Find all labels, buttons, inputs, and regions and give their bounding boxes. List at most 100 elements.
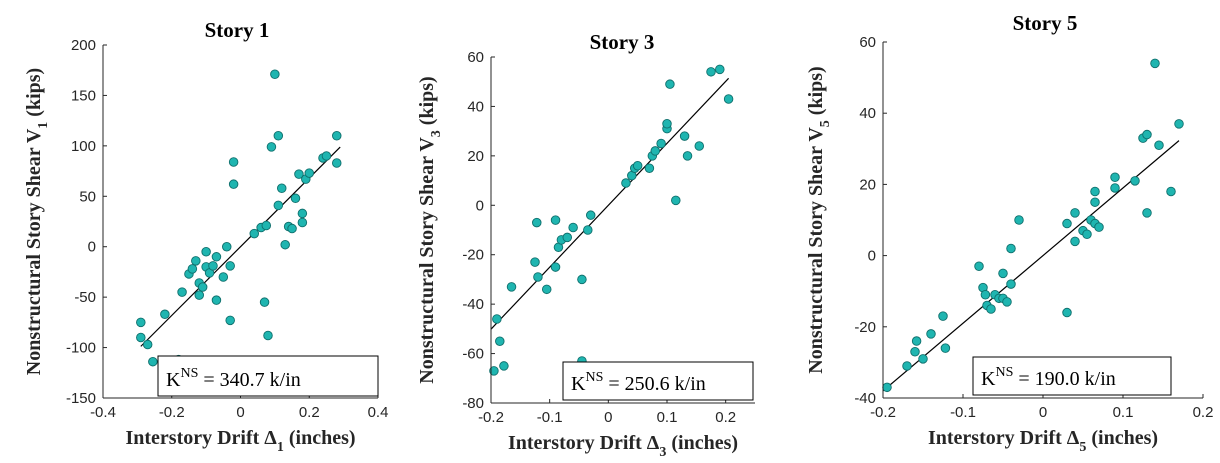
data-point bbox=[1062, 218, 1072, 229]
data-point bbox=[499, 361, 509, 371]
x-tick-label: -0.1 bbox=[950, 404, 976, 421]
data-point bbox=[583, 225, 593, 235]
y-axis-label: Nonstructural Story Shear V1 (kips) bbox=[23, 68, 51, 375]
y-tick-label: -40 bbox=[854, 390, 876, 407]
data-point bbox=[1006, 279, 1016, 289]
data-point bbox=[723, 94, 734, 104]
y-tick-label: -20 bbox=[854, 319, 876, 336]
data-point bbox=[671, 195, 681, 206]
data-point bbox=[249, 228, 259, 239]
y-tick-label: -40 bbox=[462, 296, 484, 313]
y-tick-label: 0 bbox=[868, 248, 876, 265]
x-tick-label: 0.2 bbox=[715, 409, 736, 426]
data-point bbox=[940, 343, 951, 353]
data-point bbox=[1082, 229, 1092, 239]
x-axis-label: Interstory Drift Δ5 (inches) bbox=[928, 427, 1158, 455]
y-tick-label: -20 bbox=[462, 247, 484, 264]
fit-line bbox=[490, 77, 730, 330]
data-point bbox=[270, 69, 280, 79]
data-point bbox=[918, 354, 928, 364]
data-point bbox=[273, 131, 284, 141]
data-point bbox=[1070, 208, 1080, 218]
data-point bbox=[1150, 58, 1160, 69]
x-axis-label: Interstory Drift Δ3 (inches) bbox=[508, 432, 738, 460]
annotation-box bbox=[972, 356, 1172, 396]
data-point bbox=[1154, 140, 1164, 150]
y-tick-label: 50 bbox=[79, 188, 96, 205]
y-tick-label: 60 bbox=[467, 49, 484, 66]
data-point bbox=[332, 131, 342, 141]
data-point bbox=[287, 223, 297, 234]
data-point bbox=[1006, 243, 1016, 254]
data-point bbox=[297, 208, 308, 219]
data-point bbox=[201, 247, 211, 257]
data-point bbox=[225, 261, 235, 271]
y-tick-label: 150 bbox=[71, 87, 96, 104]
data-point bbox=[980, 290, 991, 300]
data-point bbox=[228, 157, 239, 167]
data-point bbox=[194, 290, 204, 300]
data-point bbox=[530, 257, 540, 267]
data-point bbox=[489, 366, 499, 376]
chart-panel-1: -0.4 -0.2 0 0.2 0.4 -150 -100 -50 0 50 100 150 200 St… bbox=[23, 18, 388, 455]
data-point bbox=[621, 178, 631, 188]
data-point bbox=[187, 264, 198, 274]
data-point bbox=[1094, 222, 1104, 232]
data-point bbox=[1002, 297, 1012, 307]
data-point bbox=[506, 282, 517, 292]
y-axis-label: Nonstructural Story Shear V5 (kips) bbox=[805, 66, 833, 373]
y-tick-label: 40 bbox=[859, 105, 876, 122]
chart-title: Story 3 bbox=[590, 30, 655, 54]
y-tick-label: 60 bbox=[859, 34, 876, 51]
x-tick-label: 0.1 bbox=[657, 409, 678, 426]
data-point bbox=[644, 163, 655, 173]
data-point bbox=[160, 309, 170, 320]
data-point bbox=[632, 160, 643, 171]
data-point bbox=[197, 282, 208, 292]
data-point bbox=[533, 272, 543, 282]
data-point bbox=[277, 183, 287, 193]
x-tick-label: 0.1 bbox=[1113, 404, 1134, 421]
data-point bbox=[142, 339, 153, 350]
x-tick-label: -0.2 bbox=[478, 409, 504, 426]
data-point bbox=[550, 262, 561, 272]
data-point bbox=[926, 329, 936, 339]
data-point bbox=[492, 314, 502, 324]
plot-area bbox=[883, 42, 1203, 398]
x-tick-label: -0.4 bbox=[90, 404, 116, 421]
data-point bbox=[228, 179, 239, 189]
data-point bbox=[650, 146, 661, 156]
data-point bbox=[665, 79, 675, 89]
data-point bbox=[263, 330, 273, 341]
data-point bbox=[136, 317, 146, 328]
data-point bbox=[974, 261, 984, 272]
x-tick-label: 0 bbox=[236, 404, 244, 421]
data-point bbox=[911, 336, 922, 346]
data-point bbox=[998, 268, 1008, 279]
x-tick-label: -0.1 bbox=[537, 409, 563, 426]
data-point bbox=[902, 361, 912, 371]
x-axis-label: Interstory Drift Δ1 (inches) bbox=[125, 427, 355, 455]
x-tick-label: 0.2 bbox=[1193, 404, 1214, 421]
plot-area bbox=[491, 57, 755, 403]
data-point bbox=[208, 261, 218, 271]
data-point bbox=[656, 138, 666, 149]
data-point bbox=[706, 67, 716, 77]
stiffness-annotation: KNS = 190.0 k/in bbox=[981, 365, 1116, 390]
data-point bbox=[577, 274, 587, 285]
chart-title: Story 1 bbox=[205, 18, 270, 42]
data-point bbox=[1110, 172, 1120, 183]
data-point bbox=[715, 64, 725, 75]
data-point bbox=[541, 284, 552, 295]
y-tick-label: 100 bbox=[71, 138, 96, 155]
data-point bbox=[136, 332, 146, 343]
data-point bbox=[562, 232, 573, 243]
data-point bbox=[986, 304, 996, 314]
data-point bbox=[1014, 215, 1024, 225]
data-point bbox=[1090, 197, 1100, 207]
data-point bbox=[938, 311, 948, 321]
stiffness-annotation: KNS = 250.6 k/in bbox=[571, 370, 706, 395]
x-tick-label: -0.2 bbox=[159, 404, 185, 421]
data-point bbox=[1142, 208, 1152, 218]
